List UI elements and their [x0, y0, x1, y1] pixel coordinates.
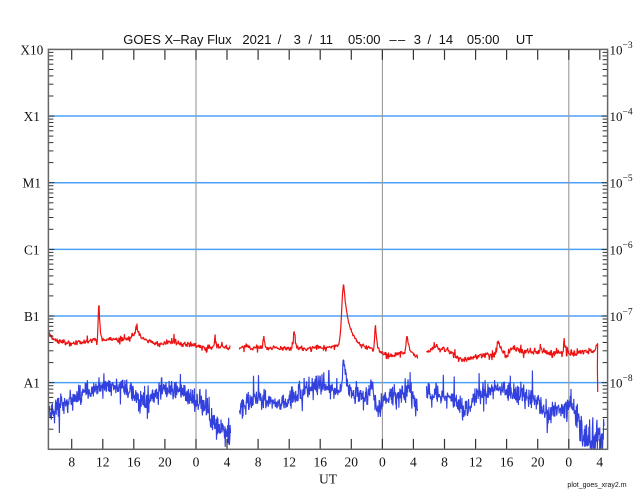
- svg-text:GOES X–Ray Flux: GOES X–Ray Flux: [123, 32, 232, 47]
- svg-text:20: 20: [531, 455, 545, 470]
- svg-text:M1: M1: [23, 176, 41, 191]
- svg-text:0: 0: [379, 455, 386, 470]
- svg-text:A1: A1: [24, 376, 40, 391]
- svg-text:0: 0: [565, 455, 572, 470]
- svg-text:16: 16: [313, 455, 327, 470]
- svg-text:12: 12: [96, 455, 110, 470]
- svg-text:3: 3: [414, 32, 421, 47]
- svg-text:X1: X1: [24, 109, 40, 124]
- svg-text:UT: UT: [516, 32, 533, 47]
- svg-text:X10: X10: [20, 42, 43, 57]
- svg-text:4: 4: [596, 455, 603, 470]
- svg-text:0: 0: [193, 455, 200, 470]
- svg-text:16: 16: [127, 455, 141, 470]
- svg-text:––: ––: [389, 32, 406, 47]
- svg-text:3: 3: [294, 32, 301, 47]
- svg-text:20: 20: [345, 455, 359, 470]
- svg-text:UT: UT: [319, 471, 338, 486]
- svg-text:2021: 2021: [242, 32, 271, 47]
- svg-text:8: 8: [441, 455, 448, 470]
- svg-text:12: 12: [469, 455, 483, 470]
- svg-text:12: 12: [282, 455, 296, 470]
- svg-text:14: 14: [439, 32, 453, 47]
- svg-text:05:00: 05:00: [467, 32, 500, 47]
- svg-text:8: 8: [68, 455, 75, 470]
- svg-text:4: 4: [224, 455, 231, 470]
- svg-text:/: /: [278, 32, 282, 47]
- svg-text:20: 20: [158, 455, 172, 470]
- svg-text:8: 8: [255, 455, 262, 470]
- svg-text:11: 11: [320, 32, 334, 47]
- svg-text:plot_goes_xray2.m: plot_goes_xray2.m: [567, 482, 626, 489]
- svg-text:16: 16: [500, 455, 514, 470]
- svg-text:C1: C1: [24, 242, 40, 257]
- svg-text:/: /: [428, 32, 432, 47]
- svg-text:05:00: 05:00: [348, 32, 381, 47]
- svg-text:B1: B1: [24, 309, 40, 324]
- svg-text:/: /: [308, 32, 312, 47]
- svg-text:4: 4: [410, 455, 417, 470]
